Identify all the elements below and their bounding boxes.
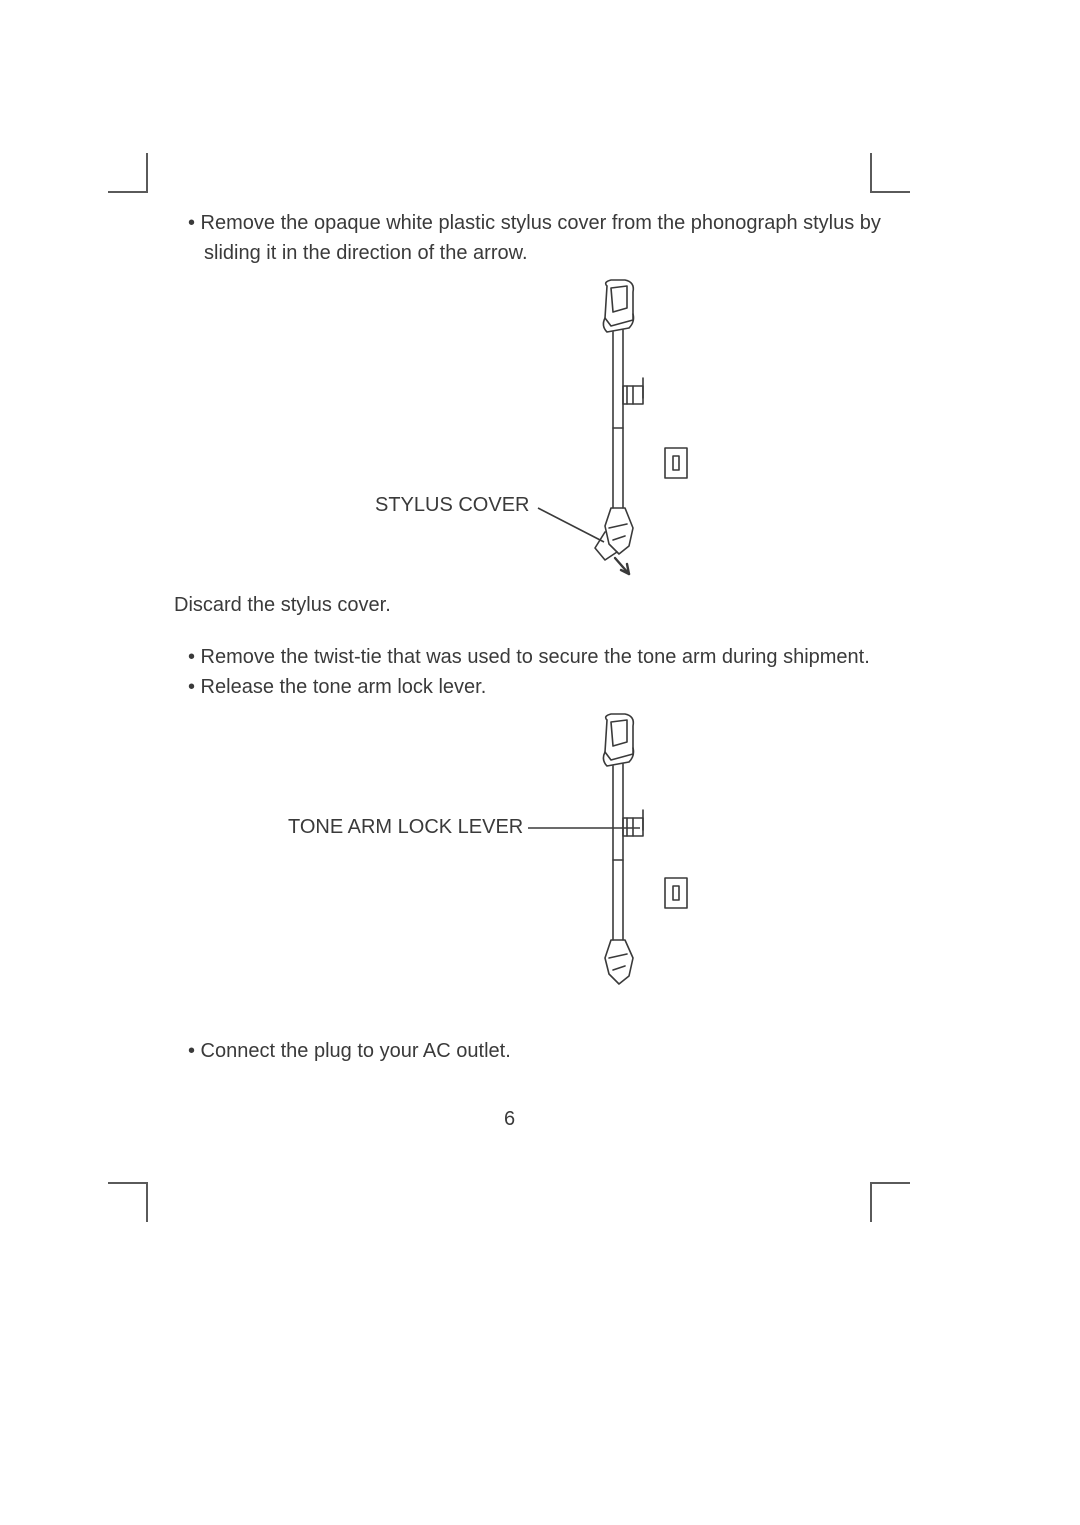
- instruction-connect-plug: • Connect the plug to your AC outlet.: [188, 1036, 888, 1066]
- page: • Remove the opaque white plastic stylus…: [0, 0, 1080, 1525]
- page-number: 6: [504, 1108, 515, 1131]
- leader-line-tone-arm-lock: [0, 0, 1080, 1525]
